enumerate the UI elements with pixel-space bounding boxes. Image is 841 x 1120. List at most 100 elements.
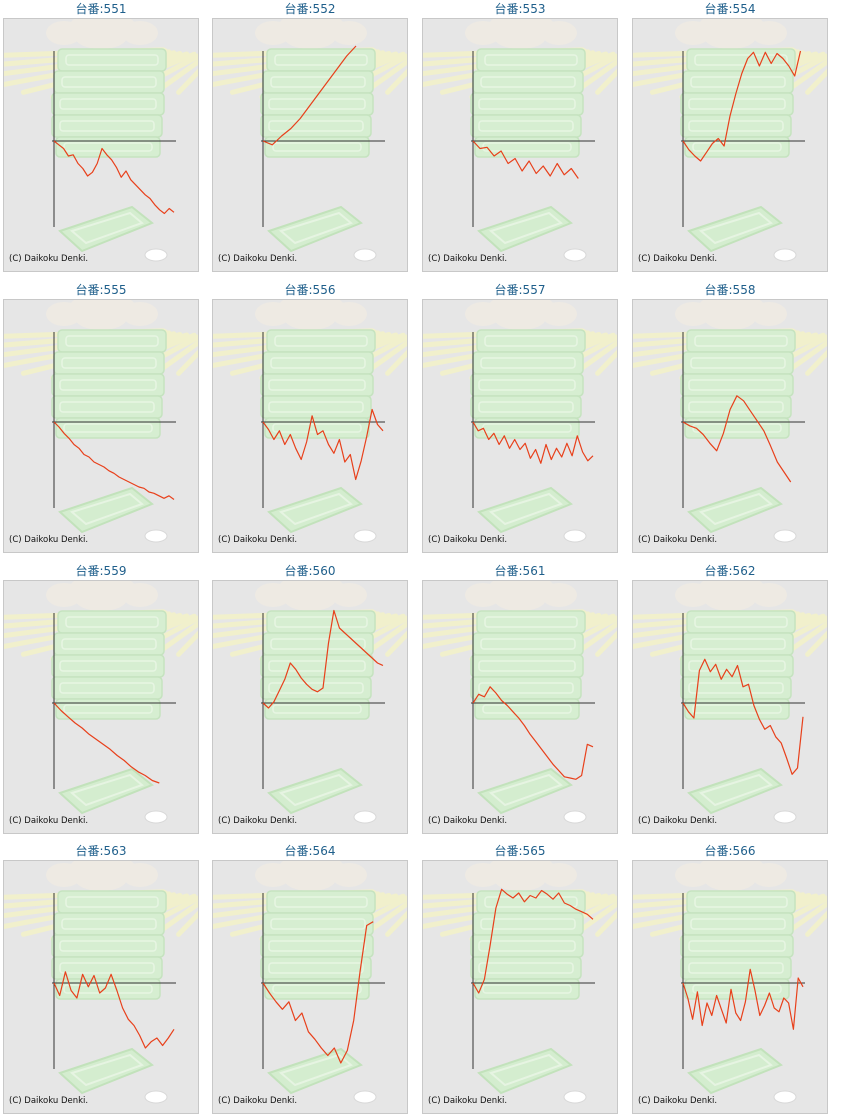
machine-number-label[interactable]: 台番:557 xyxy=(494,283,546,297)
background-illustration xyxy=(4,861,198,1104)
copyright-text: (C) Daikoku Denki. xyxy=(638,816,718,826)
machine-number-label[interactable]: 台番:554 xyxy=(704,2,756,16)
background-illustration xyxy=(423,300,617,543)
machine-number-label[interactable]: 台番:559 xyxy=(75,564,127,578)
copyright-text: (C) Daikoku Denki. xyxy=(428,1096,508,1106)
payout-line-series xyxy=(53,702,160,784)
payout-chart xyxy=(471,888,595,1069)
background-illustration xyxy=(213,19,407,262)
machine-number-label[interactable]: 台番:564 xyxy=(284,844,336,858)
copyright-text: (C) Daikoku Denki. xyxy=(218,254,298,264)
graph-panel: (C) Daikoku Denki. xyxy=(3,299,199,553)
graph-panel: (C) Daikoku Denki. xyxy=(3,580,199,834)
background-illustration xyxy=(633,19,827,262)
graph-panel: (C) Daikoku Denki. xyxy=(212,18,408,272)
background-illustration xyxy=(633,300,827,543)
graph-panel: (C) Daikoku Denki. xyxy=(422,299,618,553)
graph-panel: (C) Daikoku Denki. xyxy=(422,18,618,272)
payout-line-series xyxy=(682,658,804,775)
background-illustration xyxy=(4,581,198,824)
machine-number-label[interactable]: 台番:556 xyxy=(284,283,336,297)
background-illustration xyxy=(213,861,407,1104)
copyright-text: (C) Daikoku Denki. xyxy=(9,816,89,826)
machine-graph-566: 台番:566 (C) Daikoku Denki. xyxy=(632,842,828,1116)
machine-number-label[interactable]: 台番:552 xyxy=(284,2,336,16)
payout-chart xyxy=(681,332,805,508)
machine-graph-562: 台番:562 (C) Daikoku Denki. xyxy=(632,562,828,836)
background-illustration xyxy=(633,581,827,824)
machine-number-label[interactable]: 台番:563 xyxy=(75,844,127,858)
background-illustration xyxy=(213,581,407,824)
background-illustration xyxy=(423,581,617,824)
graph-panel: (C) Daikoku Denki. xyxy=(422,580,618,834)
payout-chart xyxy=(681,893,805,1069)
payout-line-series xyxy=(262,921,374,1064)
payout-chart xyxy=(471,332,595,508)
payout-chart xyxy=(261,45,385,227)
payout-chart xyxy=(471,613,595,789)
copyright-text: (C) Daikoku Denki. xyxy=(9,254,89,264)
payout-chart xyxy=(52,613,176,789)
payout-line-series xyxy=(682,395,792,483)
machine-number-label[interactable]: 台番:551 xyxy=(75,2,127,16)
graph-panel: (C) Daikoku Denki. xyxy=(422,860,618,1114)
graph-panel: (C) Daikoku Denki. xyxy=(632,299,828,553)
machine-graph-553: 台番:553 (C) Daikoku Denki. xyxy=(422,0,618,274)
background-illustration xyxy=(213,300,407,543)
machine-graph-560: 台番:560 (C) Daikoku Denki. xyxy=(212,562,408,836)
payout-chart xyxy=(52,893,176,1069)
copyright-text: (C) Daikoku Denki. xyxy=(428,816,508,826)
graph-panel: (C) Daikoku Denki. xyxy=(212,580,408,834)
machine-number-label[interactable]: 台番:553 xyxy=(494,2,546,16)
copyright-text: (C) Daikoku Denki. xyxy=(638,1096,718,1106)
payout-chart xyxy=(52,332,176,508)
machine-graph-559: 台番:559 (C) Daikoku Denki. xyxy=(3,562,199,836)
machine-graph-563: 台番:563 (C) Daikoku Denki. xyxy=(3,842,199,1116)
machine-number-label[interactable]: 台番:558 xyxy=(704,283,756,297)
background-illustration xyxy=(423,19,617,262)
payout-line-series xyxy=(472,888,594,994)
graph-panel: (C) Daikoku Denki. xyxy=(212,860,408,1114)
machine-graph-551: 台番:551 (C) Daikoku Denki. xyxy=(3,0,199,274)
background-illustration xyxy=(633,861,827,1104)
payout-line-series xyxy=(682,50,802,162)
machine-number-label[interactable]: 台番:566 xyxy=(704,844,756,858)
graph-panel: (C) Daikoku Denki. xyxy=(632,18,828,272)
machine-graph-561: 台番:561 (C) Daikoku Denki. xyxy=(422,562,618,836)
graph-panel: (C) Daikoku Denki. xyxy=(632,580,828,834)
machine-graph-552: 台番:552 (C) Daikoku Denki. xyxy=(212,0,408,274)
machine-graph-555: 台番:555 (C) Daikoku Denki. xyxy=(3,281,199,555)
payout-line-series xyxy=(53,421,175,500)
copyright-text: (C) Daikoku Denki. xyxy=(218,1096,298,1106)
machine-number-label[interactable]: 台番:560 xyxy=(284,564,336,578)
copyright-text: (C) Daikoku Denki. xyxy=(9,1096,89,1106)
copyright-text: (C) Daikoku Denki. xyxy=(428,254,508,264)
payout-chart xyxy=(261,609,385,789)
background-illustration xyxy=(4,300,198,543)
copyright-text: (C) Daikoku Denki. xyxy=(218,816,298,826)
machine-number-label[interactable]: 台番:562 xyxy=(704,564,756,578)
copyright-text: (C) Daikoku Denki. xyxy=(638,535,718,545)
copyright-text: (C) Daikoku Denki. xyxy=(9,535,89,545)
payout-chart xyxy=(261,332,385,508)
payout-line-series xyxy=(262,45,357,146)
payout-line-series xyxy=(472,686,594,780)
payout-chart xyxy=(52,51,176,227)
machine-graph-554: 台番:554 (C) Daikoku Denki. xyxy=(632,0,828,274)
machine-graph-557: 台番:557 (C) Daikoku Denki. xyxy=(422,281,618,555)
background-illustration xyxy=(4,19,198,262)
payout-chart xyxy=(681,613,805,789)
machine-number-label[interactable]: 台番:565 xyxy=(494,844,546,858)
payout-chart xyxy=(261,893,385,1069)
graph-panel: (C) Daikoku Denki. xyxy=(632,860,828,1114)
payout-line-series xyxy=(472,140,579,179)
machine-graph-564: 台番:564 (C) Daikoku Denki. xyxy=(212,842,408,1116)
copyright-text: (C) Daikoku Denki. xyxy=(218,535,298,545)
graph-panel: (C) Daikoku Denki. xyxy=(212,299,408,553)
machine-number-label[interactable]: 台番:561 xyxy=(494,564,546,578)
graph-panel: (C) Daikoku Denki. xyxy=(3,860,199,1114)
machine-graph-556: 台番:556 (C) Daikoku Denki. xyxy=(212,281,408,555)
machine-number-label[interactable]: 台番:555 xyxy=(75,283,127,297)
payout-chart xyxy=(471,51,595,227)
